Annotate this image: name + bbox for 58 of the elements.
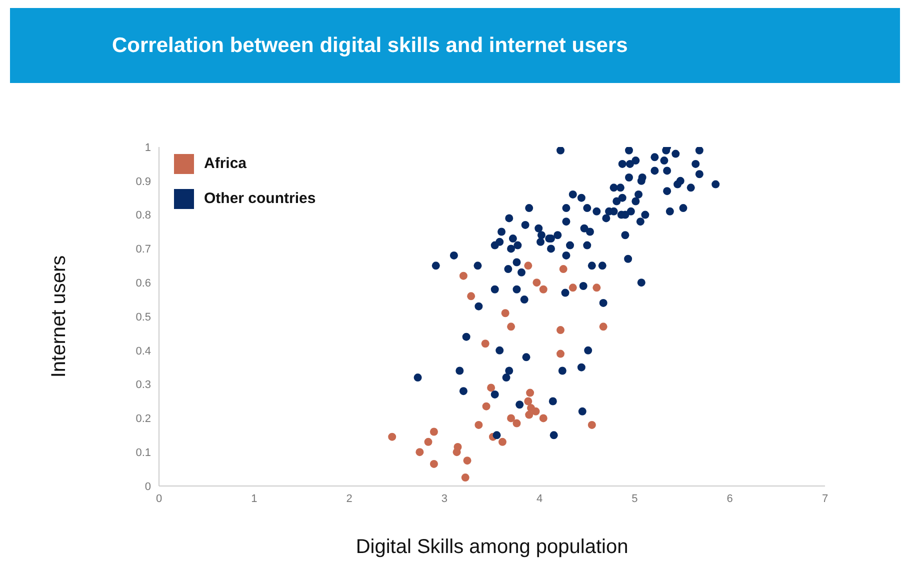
y-tick-label: 0: [144, 480, 151, 493]
y-tick-label: 0.4: [136, 345, 151, 358]
y-axis-title: Internet users: [48, 255, 70, 378]
y-tick-label: 0.2: [136, 413, 151, 426]
y-tick-label: 0.5: [136, 311, 151, 324]
y-tick-label: 0.8: [136, 210, 151, 222]
x-tick-label: 3: [441, 492, 448, 505]
point: [474, 420, 483, 429]
point: [524, 397, 532, 406]
point: [459, 272, 468, 280]
point: [452, 448, 461, 456]
chart-title: Correlation between digital skills and internet users: [112, 34, 628, 58]
point: [487, 384, 496, 392]
point: [416, 448, 424, 456]
x-tick-label: 0: [156, 492, 162, 505]
x-tick-label: 5: [632, 492, 638, 505]
point: [524, 262, 532, 270]
point: [430, 460, 438, 468]
point: [461, 474, 470, 482]
x-tick-label: 6: [726, 492, 733, 505]
point: [526, 388, 534, 397]
point: [482, 402, 490, 410]
point: [498, 438, 506, 446]
x-axis-title: Digital Skills among population: [356, 536, 628, 558]
point: [559, 265, 568, 274]
point: [599, 322, 608, 331]
point: [592, 284, 601, 292]
point: [507, 322, 516, 331]
legend-label: Africa: [204, 155, 247, 172]
point: [424, 438, 432, 446]
point: [388, 432, 396, 441]
y-tick-label: 0.7: [136, 244, 151, 256]
x-tick-label: 1: [251, 492, 258, 505]
point: [512, 419, 521, 428]
x-tick-label: 2: [346, 492, 352, 505]
point: [556, 350, 565, 358]
point: [539, 285, 548, 294]
y-tick-label: 0.3: [136, 379, 151, 392]
point: [467, 292, 476, 300]
y-tick-label: 1: [144, 142, 151, 154]
point: [568, 284, 577, 292]
point: [481, 340, 490, 348]
point: [588, 420, 596, 429]
x-tick-label: 4: [536, 492, 543, 505]
point: [463, 456, 472, 465]
point: [532, 407, 540, 416]
y-tick-label: 0.6: [136, 278, 151, 290]
point: [501, 309, 510, 318]
y-tick-label: 0.1: [136, 447, 151, 460]
point: [525, 410, 534, 419]
y-tick-label: 0.9: [136, 176, 151, 188]
point: [532, 278, 541, 287]
x-tick-label: 7: [822, 492, 828, 505]
point: [539, 414, 548, 422]
legend-label: Other countries: [204, 190, 316, 207]
point: [507, 414, 516, 422]
point: [556, 326, 565, 334]
point: [430, 428, 438, 436]
